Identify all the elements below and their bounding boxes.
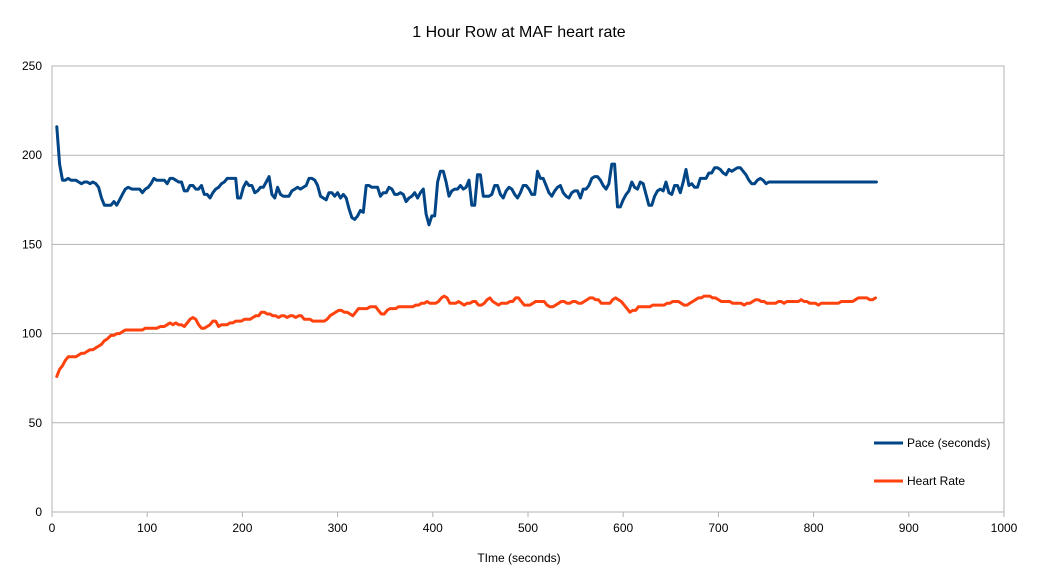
chart-title: 1 Hour Row at MAF heart rate: [412, 24, 626, 41]
x-tick-label: 200: [232, 521, 252, 535]
x-axis-title: TIme (seconds): [477, 551, 560, 565]
x-axis-ticks: 0 100 200 300 400 500 600 700 800 900 1000: [49, 512, 1018, 535]
legend-label-1: Heart Rate: [907, 474, 965, 488]
x-tick-label: 500: [518, 521, 538, 535]
x-tick-label: 800: [804, 521, 824, 535]
series-lines: [55, 125, 878, 378]
x-tick-label: 900: [899, 521, 919, 535]
y-tick-label: 250: [22, 59, 42, 73]
y-tick-label: 200: [22, 148, 42, 162]
y-tick-label: 100: [22, 327, 42, 341]
x-tick-label: 300: [328, 521, 348, 535]
y-axis-ticks: 0 50 100 150 200 250: [22, 59, 42, 519]
x-tick-label: 0: [49, 521, 56, 535]
x-tick-label: 400: [423, 521, 443, 535]
y-tick-label: 0: [35, 505, 42, 519]
x-tick-label: 700: [708, 521, 728, 535]
y-tick-label: 150: [22, 237, 42, 251]
x-tick-label: 600: [613, 521, 633, 535]
series-line-1: [55, 294, 877, 378]
legend-label-0: Pace (seconds): [907, 436, 990, 450]
x-tick-label: 100: [137, 521, 157, 535]
y-tick-label: 50: [29, 416, 43, 430]
legend: Pace (seconds) Heart Rate: [874, 436, 990, 488]
x-tick-label: 1000: [991, 521, 1018, 535]
series-line-0: [55, 125, 878, 227]
gridlines: [52, 65, 1004, 513]
plot-area-border: [51, 65, 1005, 513]
